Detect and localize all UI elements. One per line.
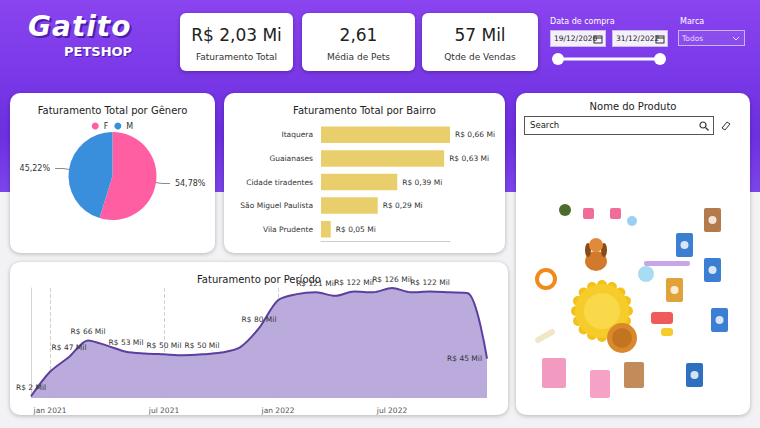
html-text:R$ 2,03 Mi: R$ 2,03 Mi — [191, 25, 282, 45]
svg-text:R$ 80 Mil: R$ 80 Mil — [242, 315, 277, 324]
svg-text:R$ 50 Mil: R$ 50 Mil — [185, 341, 220, 350]
svg-text:R$ 0,05 Mi: R$ 0,05 Mi — [336, 225, 376, 234]
html-text:Search: Search — [530, 120, 560, 130]
svg-text:jan 2022: jan 2022 — [261, 406, 295, 415]
svg-text:jan 2021: jan 2021 — [33, 406, 67, 415]
svg-text:jul 2021: jul 2021 — [148, 406, 180, 415]
html-text:Qtde de Vendas: Qtde de Vendas — [444, 52, 516, 62]
html-text:Nome do Produto: Nome do Produto — [589, 101, 677, 112]
svg-text:R$ 0,66 Mi: R$ 0,66 Mi — [455, 130, 495, 139]
html-text:31/12/2022: 31/12/2022 — [616, 34, 660, 43]
html-text:Marca: Marca — [680, 17, 705, 26]
html-text:PETSHOP: PETSHOP — [64, 44, 133, 59]
svg-text:R$ 126 Mil: R$ 126 Mil — [372, 275, 412, 284]
svg-text:São Miguel Paulista: São Miguel Paulista — [240, 201, 313, 210]
svg-text:R$ 53 Mil: R$ 53 Mil — [109, 338, 144, 347]
svg-text:R$ 0,29 Mi: R$ 0,29 Mi — [383, 201, 423, 210]
html-text:Média de Pets: Média de Pets — [327, 52, 390, 62]
html-text:Data de compra: Data de compra — [550, 17, 615, 26]
svg-text:54,78%: 54,78% — [175, 179, 206, 188]
svg-text:Faturamento Total por Gênero: Faturamento Total por Gênero — [38, 105, 188, 116]
svg-text:R$ 122 Mil: R$ 122 Mil — [410, 278, 450, 287]
svg-text:Cidade tiradentes: Cidade tiradentes — [246, 178, 313, 187]
html-text:Todos: Todos — [682, 34, 704, 43]
svg-text:Guaianases: Guaianases — [269, 154, 313, 163]
svg-text:F: F — [104, 122, 109, 131]
svg-text:Itaquera: Itaquera — [281, 130, 313, 139]
svg-text:jul 2022: jul 2022 — [376, 406, 408, 415]
svg-text:R$ 122 Mil: R$ 122 Mil — [334, 278, 374, 287]
html-text:57 Mil: 57 Mil — [454, 25, 506, 45]
html-text:19/12/2020: 19/12/2020 — [554, 34, 598, 43]
svg-text:R$ 47 Mil: R$ 47 Mil — [52, 343, 87, 352]
html-text:Faturamento Total: Faturamento Total — [195, 52, 278, 62]
svg-text:45,22%: 45,22% — [20, 164, 51, 173]
svg-text:R$ 45 Mil: R$ 45 Mil — [447, 354, 482, 363]
html-text:Gatito: Gatito — [28, 10, 132, 43]
svg-text:R$ 50 Mil: R$ 50 Mil — [147, 341, 182, 350]
svg-text:Faturamento Total por Bairro: Faturamento Total por Bairro — [293, 105, 436, 116]
svg-text:R$ 66 Mil: R$ 66 Mil — [71, 327, 106, 336]
svg-text:R$ 0,39 Mi: R$ 0,39 Mi — [402, 178, 442, 187]
svg-text:Faturamento por Período: Faturamento por Período — [197, 274, 321, 285]
svg-text:M: M — [126, 122, 133, 131]
svg-text:Vila Prudente: Vila Prudente — [263, 225, 313, 234]
html-text:2,61: 2,61 — [339, 25, 378, 45]
svg-text:R$ 2 Mil: R$ 2 Mil — [16, 383, 46, 392]
svg-text:R$ 0,63 Mi: R$ 0,63 Mi — [449, 154, 489, 163]
